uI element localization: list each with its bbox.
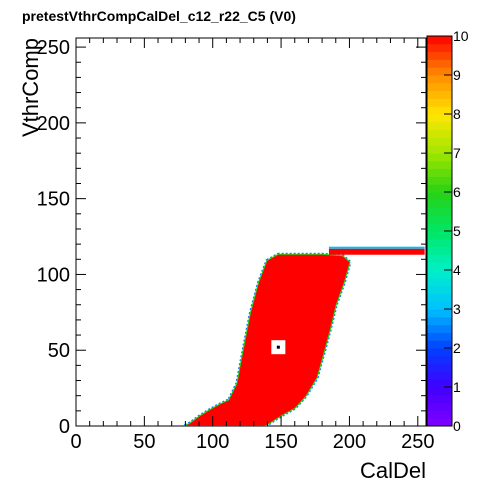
color-scale-cell [427, 114, 452, 123]
color-scale-cell [427, 371, 452, 380]
x-tick-label: 100 [196, 431, 229, 453]
color-scale-cell [427, 332, 452, 341]
color-scale-cell [427, 402, 452, 411]
y-tick-label: 50 [48, 340, 70, 362]
x-tick-label: 50 [133, 431, 155, 453]
color-scale-cell [427, 90, 452, 99]
color-scale-cell [427, 355, 452, 365]
x-tick-label: 250 [401, 431, 434, 453]
color-scale-cell [427, 316, 452, 326]
color-scale-cell [427, 231, 452, 240]
color-scale-cell [427, 137, 452, 146]
color-scale-cell [427, 51, 452, 60]
color-scale-cell [427, 238, 452, 248]
color-scale-cell [427, 207, 452, 216]
color-scale-cell [427, 285, 452, 294]
color-scale-cell [427, 270, 452, 279]
z-tick-label: 4 [453, 262, 461, 278]
x-tick-label: 0 [70, 431, 81, 453]
color-scale-cell [427, 153, 452, 162]
z-tick-label: 8 [453, 106, 461, 122]
color-scale-cell [427, 36, 452, 45]
x-tick-label: 200 [333, 431, 366, 453]
heatmap-cells [183, 246, 425, 426]
color-scale-cell [427, 176, 452, 185]
z-tick-label: 9 [453, 67, 461, 83]
x-axis: 0 50 100 150 200 250 [70, 38, 434, 453]
color-scale-cell [427, 129, 452, 138]
color-scale-cell [427, 340, 452, 349]
z-tick-label: 1 [453, 379, 461, 395]
color-scale-cell [427, 246, 452, 255]
y-tick-label: 150 [37, 189, 70, 211]
y-axis: 0 50 100 150 200 250 [37, 37, 426, 438]
color-scale-cell [427, 168, 452, 177]
hot-pixel-center [276, 345, 280, 349]
z-tick-label: 6 [453, 184, 461, 200]
color-scale-cell [427, 192, 452, 201]
y-tick-label: 200 [37, 113, 70, 135]
color-scale-cell [427, 75, 452, 84]
y-tick-label: 250 [37, 37, 70, 59]
color-scale-cell [427, 309, 452, 318]
y-tick-label: 0 [59, 416, 70, 438]
color-scale-cell [427, 184, 452, 193]
color-scale-cell [427, 67, 452, 76]
color-scale-cell [427, 215, 452, 224]
x-axis-label: CalDel [360, 458, 426, 483]
color-scale-cell [427, 98, 452, 107]
color-scale-cell [427, 324, 452, 333]
color-scale-cell [427, 254, 452, 263]
color-scale-cell [427, 262, 452, 271]
z-tick-label: 7 [453, 145, 461, 161]
z-tick-label: 2 [453, 340, 461, 356]
color-scale-cell [427, 82, 452, 92]
color-scale [426, 35, 453, 427]
color-scale-cell [427, 223, 452, 232]
color-scale-cell [427, 379, 452, 388]
color-scale-cell [427, 394, 452, 404]
color-scale-cell [427, 43, 452, 53]
z-tick-label: 10 [453, 28, 469, 44]
x-tick-label: 150 [264, 431, 297, 453]
color-scale-cell [427, 293, 452, 302]
plateau-band-edge [328, 246, 425, 249]
plateau-band [328, 248, 425, 255]
color-scale-cell [427, 418, 452, 427]
color-scale-cell [427, 59, 452, 68]
color-scale-cell [427, 199, 452, 209]
efficient-region [185, 254, 350, 426]
z-tick-label: 3 [453, 301, 461, 317]
color-scale-cell [427, 121, 452, 131]
color-scale-cell [427, 145, 452, 154]
color-scale-cell [427, 277, 452, 287]
color-scale-cell [427, 410, 452, 419]
y-tick-label: 100 [37, 264, 70, 286]
color-scale-axis: 0 1 2 3 4 5 6 7 8 9 10 [444, 28, 469, 434]
z-tick-label: 5 [453, 223, 461, 239]
color-scale-cell [427, 106, 452, 115]
y-axis-label: VthrComp [18, 38, 43, 137]
color-scale-cell [427, 363, 452, 372]
color-scale-cell [427, 301, 452, 310]
color-scale-cell [427, 348, 452, 357]
z-tick-label: 0 [453, 418, 461, 434]
color-scale-cell [427, 387, 452, 396]
color-scale-cell [427, 160, 452, 170]
chart-title: pretestVthrCompCalDel_c12_r22_C5 (V0) [22, 8, 296, 24]
